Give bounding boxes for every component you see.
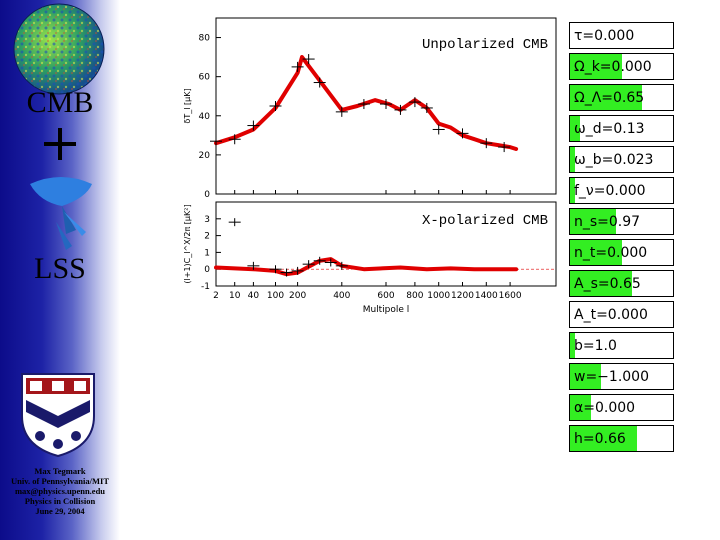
param-label: n_s=0.97: [574, 214, 641, 230]
y-tick-label: 20: [199, 151, 211, 161]
param-box: τ=0.000: [569, 22, 674, 49]
param-fill: [570, 240, 622, 265]
x-tick-label: 1200: [451, 291, 474, 301]
x-tick-label: 40: [248, 291, 260, 301]
param-label: Ω_Λ=0.65: [574, 90, 645, 106]
param-fill: [570, 271, 632, 296]
param-label: n_t=0.000: [574, 245, 648, 261]
model-curve: [214, 257, 519, 277]
cmb-power-spectrum-plot: 0 20 40 60 80 Unpolarized CMB δT_l [μK] -1 0 1 2 3 2…: [183, 17, 557, 315]
param-label: b=1.0: [574, 338, 617, 354]
x-axis-label: Multipole l: [363, 305, 410, 315]
param-label: Ω_k=0.000: [574, 59, 652, 75]
y-tick-label: 40: [199, 112, 211, 122]
x-tick-label: 10: [229, 291, 241, 301]
param-fill: [570, 85, 643, 110]
param-box: A_s=0.65: [569, 270, 674, 297]
cmb-label: CMB: [26, 86, 94, 119]
param-box: f_ν=0.000: [569, 177, 674, 204]
parameter-panel: τ=0.000 Ω_k=0.000 Ω_Λ=0.65 ω_d=0.13 ω_b=0.02…: [569, 22, 674, 456]
param-fill: [570, 333, 576, 358]
param-box: Ω_Λ=0.65: [569, 84, 674, 111]
param-fill: [570, 364, 601, 389]
y-tick-label: -1: [201, 282, 210, 292]
param-fill: [570, 395, 591, 420]
param-box: n_s=0.97: [569, 208, 674, 235]
param-box: n_t=0.000: [569, 239, 674, 266]
chart-title: X-polarized CMB: [422, 213, 548, 229]
param-box: h=0.66: [569, 425, 674, 452]
credits: Max Tegmark Univ. of Pennsylvania/MIT ma…: [0, 466, 120, 516]
param-box: w=−1.000: [569, 363, 674, 390]
x-tick-label: 800: [406, 291, 423, 301]
lss-label: LSS: [34, 252, 86, 285]
param-label: ω_b=0.023: [574, 152, 654, 168]
param-label: τ=0.000: [574, 28, 635, 44]
x-tick-label: 1000: [427, 291, 450, 301]
param-label: w=−1.000: [574, 369, 649, 385]
param-label: A_s=0.65: [574, 276, 641, 292]
credit-line: Univ. of Pennsylvania/MIT: [10, 476, 109, 486]
param-fill: [570, 147, 576, 172]
y-tick-label: 80: [199, 34, 211, 44]
param-box: b=1.0: [569, 332, 674, 359]
param-fill: [570, 426, 637, 451]
param-label: f_ν=0.000: [574, 183, 646, 199]
penn-shield-logo: [21, 373, 95, 458]
x-tick-label: 2: [213, 291, 219, 301]
credit-line: Max Tegmark: [34, 466, 86, 476]
param-label: α=0.000: [574, 400, 636, 416]
param-box: α=0.000: [569, 394, 674, 421]
y-tick-label: 0: [204, 190, 210, 200]
param-label: h=0.66: [574, 431, 626, 447]
y-tick-label: 3: [204, 215, 210, 225]
param-fill: [570, 116, 581, 141]
y-tick-label: 60: [199, 73, 211, 83]
y-axis-label: δT_l [μK]: [183, 88, 192, 123]
cmb-sky-map-icon: [13, 3, 105, 95]
chart-title: Unpolarized CMB: [422, 37, 548, 53]
survey-wedge-icon: [30, 177, 92, 250]
param-label: ω_d=0.13: [574, 121, 645, 137]
param-fill: [570, 54, 622, 79]
y-tick-label: 1: [204, 248, 210, 258]
param-box: ω_d=0.13: [569, 115, 674, 142]
x-tick-label: 400: [333, 291, 350, 301]
sidebar: CMB LSS Max Tegmark Univ. of Pennsylvani…: [0, 0, 120, 540]
param-fill: [570, 178, 576, 203]
param-label: A_t=0.000: [574, 307, 648, 323]
y-tick-label: 0: [204, 265, 210, 275]
x-tick-label: 100: [267, 291, 284, 301]
param-fill: [570, 209, 617, 234]
credit-line: June 29, 2004: [35, 506, 85, 516]
param-box: A_t=0.000: [569, 301, 674, 328]
credit-line: max@physics.upenn.edu: [14, 486, 106, 496]
credit-line: Physics in Collision: [24, 496, 96, 506]
x-tick-label: 600: [377, 291, 394, 301]
y-tick-label: 2: [204, 232, 210, 242]
param-box: ω_b=0.023: [569, 146, 674, 173]
param-box: Ω_k=0.000: [569, 53, 674, 80]
plus-icon: [44, 128, 76, 160]
x-tick-label: 1600: [499, 291, 522, 301]
x-tick-label: 200: [289, 291, 306, 301]
y-axis-label: (l+1)C_l^X/2π [μK²]: [183, 204, 192, 283]
x-tick-label: 1400: [475, 291, 498, 301]
model-curve: [214, 55, 519, 151]
